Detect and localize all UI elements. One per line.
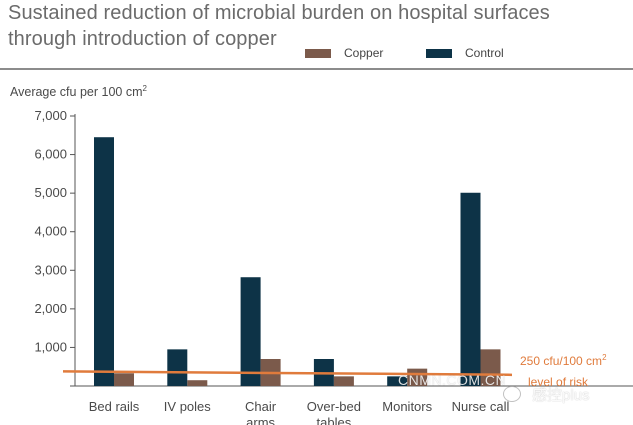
y-tick-label: 6,000 bbox=[34, 147, 67, 162]
bar-copper bbox=[114, 373, 134, 386]
legend-label-copper: Copper bbox=[344, 46, 384, 60]
risk-annotation-superscript: 2 bbox=[602, 353, 607, 362]
bar-copper bbox=[480, 349, 501, 386]
x-category-label: arms bbox=[246, 415, 275, 425]
y-tick-label: 4,000 bbox=[34, 224, 67, 239]
risk-level-line bbox=[62, 370, 513, 377]
bar-control bbox=[387, 376, 408, 386]
title-divider bbox=[0, 68, 633, 70]
watermark-logo-icon bbox=[503, 386, 521, 402]
watermark-site: CNMN.COM.CN bbox=[398, 372, 507, 388]
x-category-label: Monitors bbox=[382, 399, 432, 414]
legend-item-copper: Copper bbox=[305, 46, 383, 60]
bar-control bbox=[460, 192, 481, 386]
watermark-brand: 感控plus bbox=[532, 384, 590, 405]
x-category-label: Chair bbox=[245, 399, 277, 414]
legend-item-control: Control bbox=[426, 46, 504, 60]
bar-control bbox=[167, 349, 188, 386]
y-tick-label: 7,000 bbox=[34, 108, 67, 123]
bar-control bbox=[94, 137, 114, 386]
x-category-label: Over-bed bbox=[307, 399, 361, 414]
y-axis-label-text: Average cfu per 100 cm bbox=[10, 85, 143, 99]
risk-annotation-value: 250 cfu/100 cm bbox=[520, 354, 603, 368]
title-line-1: Sustained reduction of microbial burden … bbox=[8, 2, 550, 24]
y-tick-label: 2,000 bbox=[34, 301, 67, 316]
x-category-label: Nurse call bbox=[452, 399, 510, 414]
y-axis-label: Average cfu per 100 cm2 bbox=[10, 84, 147, 99]
x-category-label: tables bbox=[317, 415, 352, 425]
x-category-label: Bed rails bbox=[89, 399, 140, 414]
chart-title: Sustained reduction of microbial burden … bbox=[8, 0, 608, 52]
legend-swatch-control bbox=[426, 49, 452, 59]
x-category-label: IV poles bbox=[164, 399, 211, 414]
legend-swatch-copper bbox=[305, 49, 331, 59]
bar-copper bbox=[333, 376, 354, 386]
title-line-2: through introduction of copper bbox=[8, 28, 277, 50]
y-tick-label: 5,000 bbox=[34, 185, 67, 200]
y-tick-label: 3,000 bbox=[34, 262, 67, 277]
bar-control bbox=[240, 277, 261, 386]
watermark-brand-text: 感控plus bbox=[532, 387, 590, 404]
risk-annotation: 250 cfu/100 cm2 bbox=[520, 353, 607, 368]
legend-label-control: Control bbox=[465, 46, 504, 60]
y-axis-label-superscript: 2 bbox=[142, 84, 147, 93]
risk-annotation-line2: level of risk bbox=[528, 375, 589, 389]
y-tick-label: 1,000 bbox=[34, 339, 67, 354]
bar-copper bbox=[187, 380, 208, 386]
